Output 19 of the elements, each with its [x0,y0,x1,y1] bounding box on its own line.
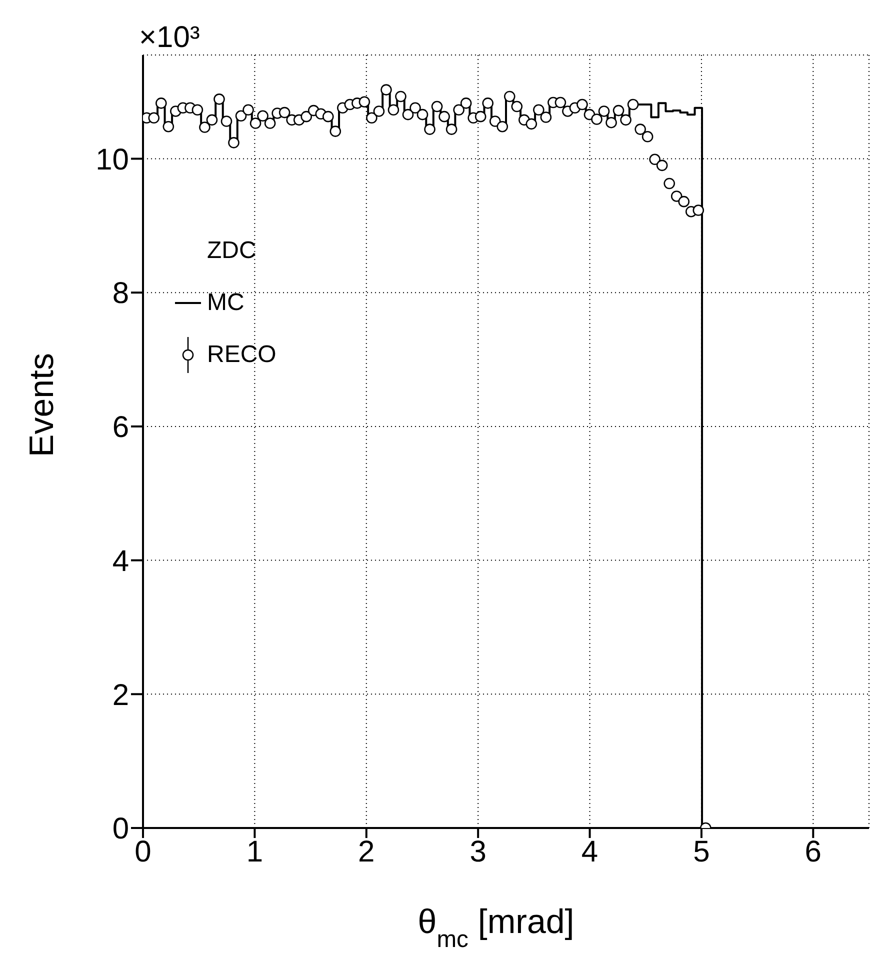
y-tick-label: 2 [112,678,129,712]
legend-title: ZDC [206,236,258,266]
y-tick-label: 10 [96,143,129,176]
x-tick-label: 1 [246,835,264,868]
x-tick-label: 5 [693,835,710,868]
y-tick-label: 8 [112,277,129,310]
y-tick-label: 6 [112,411,129,444]
y-tick-label: 0 [112,812,129,846]
x-tick-label: 0 [134,835,152,868]
x-tick-label: 6 [804,835,822,868]
y-tick-label: 4 [112,544,129,578]
x-axis-title: θ$_{mc}$ [mrad] [418,903,574,952]
text: ×10³ [139,21,200,54]
legend-label: MC [207,288,244,318]
x-tick-label: 2 [358,835,375,868]
legend-label: RECO [207,340,276,370]
x-tick-label: 3 [470,835,486,868]
x-tick-label: 4 [581,835,598,868]
y-axis-title: Events [23,353,61,457]
